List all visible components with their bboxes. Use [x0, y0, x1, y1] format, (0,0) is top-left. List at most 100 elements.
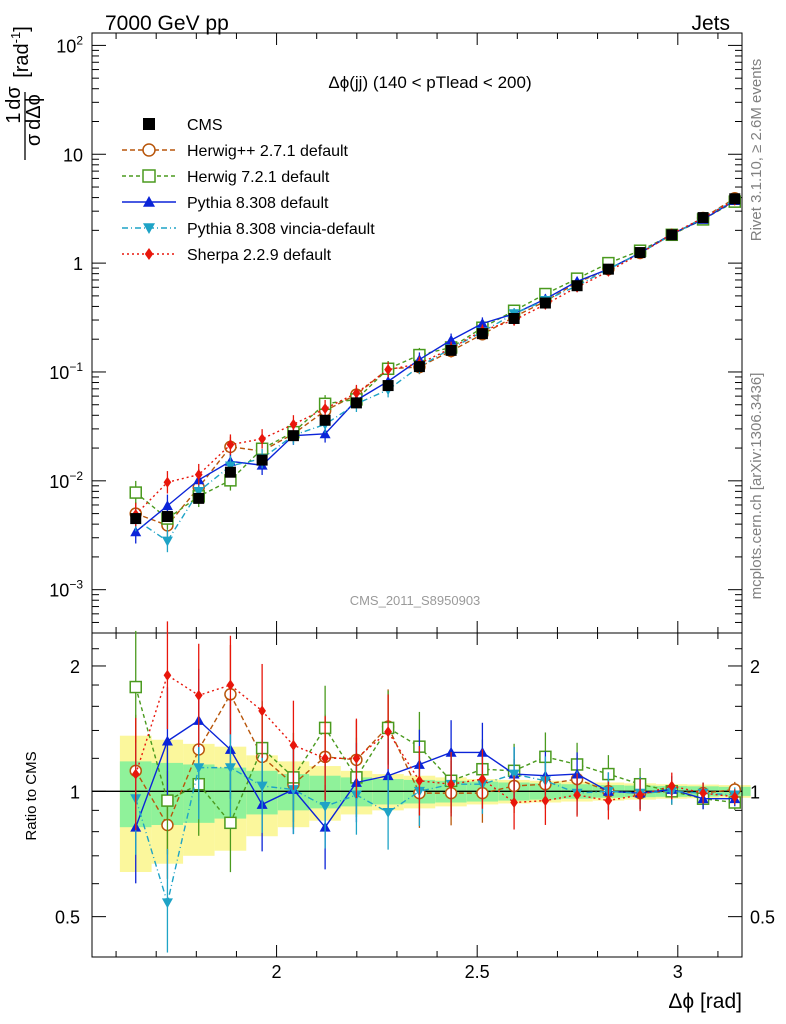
ratio-tick-label-right: 1: [750, 782, 760, 802]
marker-square: [382, 380, 394, 392]
marker-diamond: [289, 739, 298, 751]
marker-square: [476, 328, 488, 340]
ratio-tick-label-left: 1: [70, 782, 80, 802]
marker-triangle-down: [256, 781, 268, 792]
marker-square: [256, 454, 268, 466]
marker-square: [571, 280, 583, 292]
y-tick-label: 10−3: [49, 578, 83, 601]
legend: CMS Herwig++ 2.7.1 default Herwig 7.2.1 de…: [122, 117, 375, 264]
ratio-plot-area: 2 2.5 3 0.5 0.5 1 1 2 2: [55, 621, 775, 982]
legend-label: Herwig++ 2.7.1 default: [187, 143, 349, 160]
marker-triangle: [319, 428, 331, 439]
marker-triangle: [161, 735, 173, 746]
marker-diamond: [384, 364, 392, 376]
marker-triangle-down: [143, 223, 155, 234]
marker-triangle-down: [224, 461, 236, 472]
marker-diamond: [510, 796, 518, 808]
marker-triangle: [161, 500, 173, 511]
y-axis-title-dsigma: dσ: [3, 86, 25, 110]
marker-square: [508, 312, 520, 324]
marker-square: [413, 361, 425, 373]
legend-label: Pythia 8.308 default: [187, 195, 329, 212]
y-tick-label: 102: [56, 33, 83, 56]
y-axis-title-sigma: σ: [23, 133, 45, 146]
marker-square: [634, 247, 646, 259]
marker-open-square: [129, 486, 142, 499]
marker-triangle-down: [287, 785, 299, 796]
marker-triangle: [445, 334, 457, 345]
marker-square: [350, 397, 362, 409]
marker-diamond: [415, 775, 424, 787]
marker-diamond: [226, 679, 235, 691]
marker-triangle: [143, 196, 155, 207]
marker-square: [224, 466, 236, 478]
marker-diamond: [194, 689, 203, 701]
marker-diamond: [604, 795, 613, 807]
legend-label: Pythia 8.308 vincia-default: [187, 221, 375, 238]
marker-square: [319, 414, 331, 426]
marker-diamond: [163, 476, 172, 488]
x-tick-label: 2.5: [465, 962, 490, 982]
y-axis-title: 1 dσ σ dΔϕ [rad-1]: [3, 26, 45, 160]
marker-triangle-down: [508, 769, 520, 780]
x-tick-label: 3: [673, 962, 683, 982]
main-plot-area: 10−3 10−2 10−1 1 10 102: [49, 32, 743, 634]
marker-diamond: [321, 403, 329, 415]
marker-square: [539, 297, 551, 309]
marker-diamond: [131, 768, 140, 780]
rivet-label: Rivet 3.1.10, ≥ 2.6M events: [748, 59, 765, 242]
marker-square: [161, 511, 173, 523]
marker-square: [602, 263, 614, 275]
ratio-axis-title: Ratio to CMS: [23, 751, 40, 840]
marker-diamond: [258, 433, 266, 445]
marker-triangle-down: [161, 898, 173, 909]
legend-label: Sherpa 2.2.9 default: [187, 247, 332, 264]
marker-triangle-down: [382, 807, 394, 818]
y-tick-label: 10−1: [49, 360, 83, 383]
ratio-tick-label-left: 2: [70, 657, 80, 677]
marker-triangle-down: [224, 763, 236, 774]
y-tick-label: 10: [63, 145, 83, 165]
legend-label: CMS: [187, 117, 223, 134]
marker-open-circle: [142, 143, 156, 157]
marker-triangle-down: [193, 486, 205, 497]
marker-diamond: [667, 780, 676, 792]
marker-diamond: [226, 439, 235, 451]
ratio-frame: [91, 632, 743, 958]
marker-diamond: [384, 726, 392, 738]
marker-open-square: [161, 794, 174, 807]
marker-triangle-down: [319, 801, 331, 812]
marker-open-square: [224, 816, 237, 830]
marker-diamond: [194, 469, 203, 481]
marker-diamond: [478, 773, 487, 785]
x-axis-title: Δϕ [rad]: [668, 990, 742, 1013]
marker-square: [130, 513, 142, 525]
marker-square: [193, 492, 205, 504]
watermark-label: CMS_2011_S8950903: [350, 593, 481, 608]
ratio-tick-label-right: 0.5: [750, 908, 775, 928]
marker-square: [445, 344, 457, 356]
marker-diamond: [447, 778, 455, 790]
marker-diamond: [730, 791, 739, 803]
marker-square: [666, 229, 678, 241]
marker-square: [287, 430, 299, 442]
marker-diamond: [352, 752, 361, 764]
y-axis-title-dphi: dΔϕ: [23, 94, 45, 130]
marker-diamond: [289, 418, 298, 430]
ratio-tick-label-left: 0.5: [55, 908, 80, 928]
y-tick-label: 10−2: [49, 469, 83, 492]
ratio-line: [135, 674, 735, 804]
y-tick-label: 1: [73, 254, 83, 274]
legend-label: Herwig 7.2.1 default: [187, 169, 330, 186]
x-tick-label: 2: [272, 962, 282, 982]
marker-triangle-down: [193, 763, 205, 774]
marker-diamond: [352, 387, 361, 399]
marker-square: [697, 212, 709, 224]
marker-diamond: [321, 752, 329, 764]
marker-triangle: [445, 746, 457, 757]
marker-triangle: [476, 317, 488, 328]
ratio-tick-label-right: 2: [750, 657, 760, 677]
source-label: mcplots.cern.ch [arXiv:1306.3436]: [748, 373, 765, 600]
header-right: Jets: [691, 12, 730, 35]
